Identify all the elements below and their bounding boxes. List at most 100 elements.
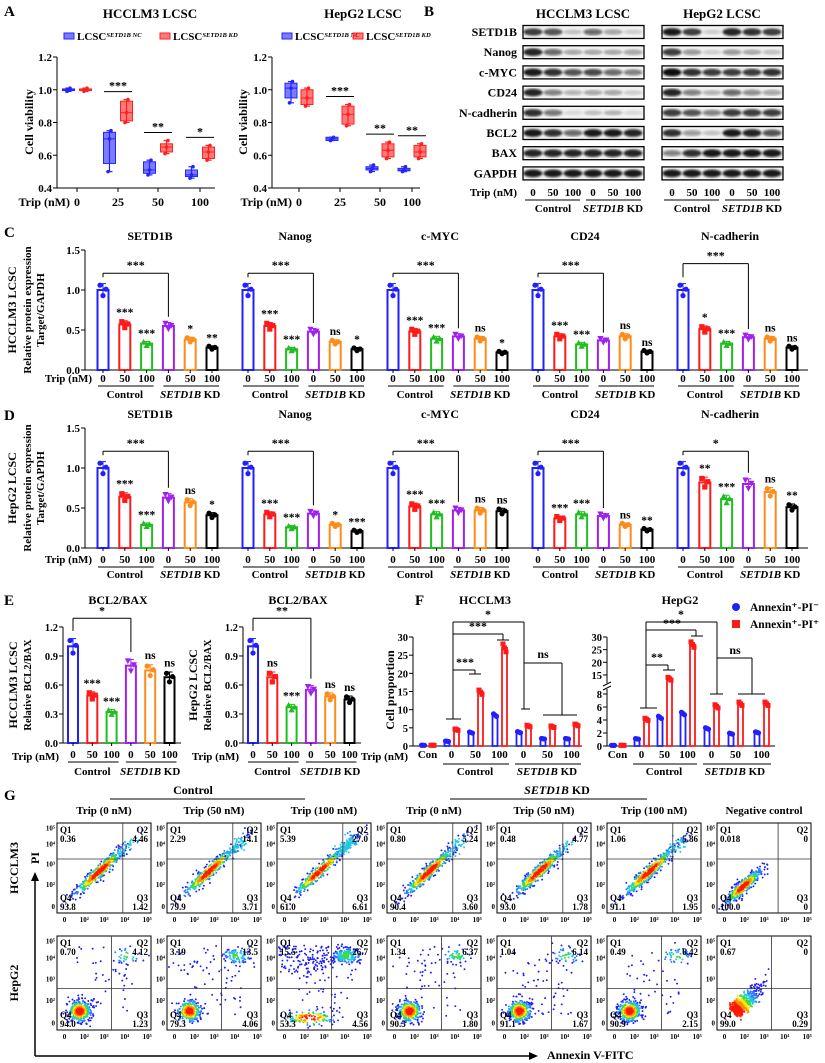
event-dot: [664, 860, 667, 863]
significance-label: ***: [103, 696, 121, 708]
data-point: [291, 345, 298, 352]
column-title: Trip (50 nM): [514, 805, 575, 817]
significance-label: ***: [261, 309, 279, 321]
significance-label: ***: [573, 498, 591, 510]
event-dot: [670, 845, 673, 848]
event-dot: [293, 889, 296, 892]
event-dot: [525, 873, 528, 876]
event-dot: [563, 845, 566, 848]
dose-label: 50: [330, 373, 342, 385]
text-part: SETD1B KD: [202, 32, 238, 39]
event-dot: [653, 876, 656, 879]
blot-band: [543, 68, 563, 77]
event-dot: [79, 896, 82, 899]
blot-band: [762, 129, 782, 137]
blot-strip: [661, 125, 784, 141]
event-dot: [108, 856, 111, 859]
event-dot: [96, 871, 99, 874]
panel-letter: B: [424, 4, 434, 20]
bar: [763, 702, 770, 747]
x-tick-label: 10⁵: [583, 916, 592, 924]
event-dot: [68, 899, 71, 901]
data-point: [310, 513, 317, 520]
blot-band: [702, 169, 722, 178]
event-dot: [124, 844, 127, 847]
dose-label: 100: [283, 373, 300, 385]
text-part: KD: [491, 389, 510, 401]
blot-band: [662, 48, 682, 56]
data-point: [409, 326, 415, 332]
chart-title: Nanog: [278, 407, 311, 421]
data-point: [554, 331, 560, 337]
data-point: [430, 509, 437, 515]
dose-label: 0: [535, 373, 541, 385]
event-dot: [216, 857, 219, 860]
bar: [698, 328, 712, 372]
panel-letter: G: [4, 788, 16, 804]
data-point: [502, 508, 508, 514]
data-point: [575, 509, 582, 515]
data-point: [726, 340, 733, 346]
lane-dose-label: 0: [590, 187, 596, 199]
event-dot: [303, 890, 306, 893]
x-tick-label: 0: [63, 916, 67, 924]
blot-band: [682, 149, 702, 157]
event-dot: [345, 850, 348, 853]
data-point: [124, 658, 131, 665]
blot-band: [623, 169, 643, 178]
event-dot: [627, 887, 630, 890]
x-axis-label: Trip (nM): [12, 751, 59, 763]
y-tick-label: 10⁴: [156, 841, 166, 849]
event-dot: [677, 846, 680, 849]
chart-title: c-MYC: [421, 407, 459, 421]
event-dot: [639, 872, 642, 875]
group-label: Control: [457, 766, 493, 778]
event-dot: [759, 865, 762, 868]
significance-label: *: [499, 338, 505, 350]
data-point: [502, 349, 508, 355]
blot-band: [722, 149, 742, 158]
blot-strip: [522, 65, 645, 80]
event-dot: [92, 874, 95, 877]
blot-band: [762, 28, 782, 36]
bar: [183, 501, 197, 549]
text-part: KD: [569, 783, 590, 797]
data-point: [415, 328, 421, 334]
data-point: [742, 332, 749, 339]
data-point: [97, 460, 103, 466]
data-point: [387, 460, 393, 466]
data-point: [704, 725, 710, 732]
quadrant-value: 90.4: [390, 902, 406, 912]
dose-label: 100: [341, 749, 358, 761]
event-dot: [100, 868, 102, 871]
group-label: Control: [542, 569, 578, 581]
y-tick-label: 10³: [376, 861, 385, 869]
event-dot: [115, 861, 118, 864]
dose-label: 100: [349, 373, 366, 385]
blot-band: [623, 110, 643, 116]
x-tick-label: 10⁴: [340, 916, 350, 924]
blot-band: [543, 129, 563, 137]
column-title: Negative control: [725, 805, 802, 817]
blot-strip: [522, 24, 645, 40]
significance-label: *: [702, 312, 708, 324]
event-dot: [421, 883, 424, 886]
data-point: [402, 168, 406, 172]
event-dot: [243, 827, 246, 830]
bar: [473, 509, 487, 549]
event-dot: [336, 847, 339, 850]
event-dot: [456, 847, 459, 850]
blot-band: [682, 49, 702, 56]
y-tick-label: 0: [52, 903, 56, 911]
text-part: KD: [636, 389, 655, 401]
data-point: [264, 509, 270, 515]
y-tick-label: 1.2: [253, 52, 267, 64]
event-dot: [566, 851, 569, 854]
data-point: [305, 96, 309, 100]
data-point: [455, 336, 462, 342]
blot-band: [623, 69, 643, 76]
event-dot: [130, 848, 132, 850]
event-dot: [230, 843, 232, 846]
event-dot: [667, 862, 670, 865]
data-point: [245, 471, 251, 477]
